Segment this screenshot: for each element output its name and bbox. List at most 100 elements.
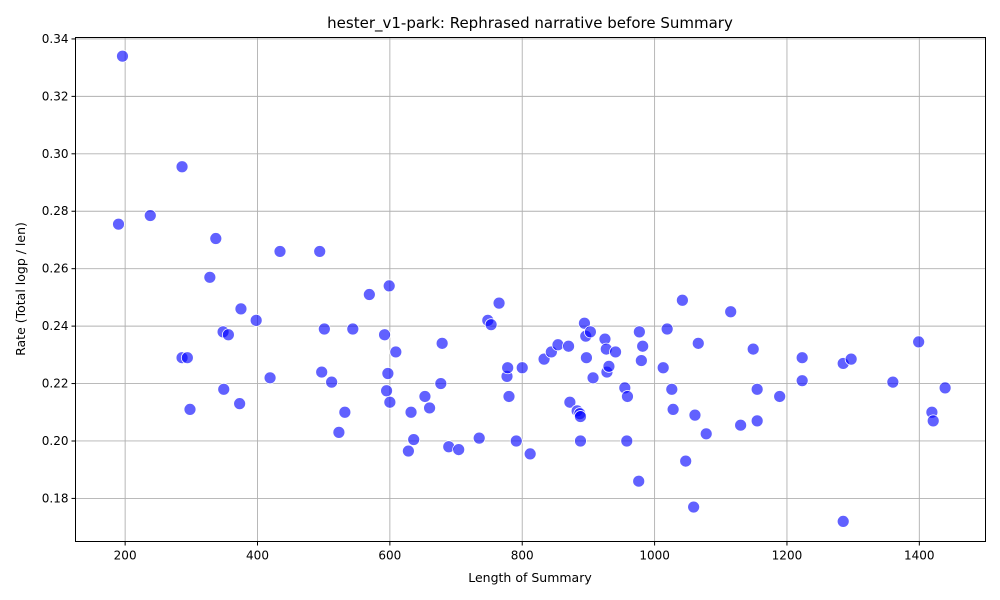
data-point — [407, 433, 421, 446]
data-point — [452, 443, 466, 457]
data-point — [665, 382, 679, 396]
data-point — [418, 390, 432, 403]
chart-title: hester_v1-park: Rephrased narrative befo… — [327, 14, 733, 33]
data-point — [750, 414, 764, 428]
data-point — [632, 474, 646, 488]
data-point — [502, 390, 516, 403]
data-point — [620, 434, 634, 448]
data-point — [380, 384, 393, 398]
data-point — [675, 293, 689, 307]
grid — [75, 37, 986, 542]
x-tick-label: 400 — [246, 549, 269, 563]
data-point — [346, 322, 360, 336]
data-point — [338, 405, 352, 419]
data-point — [621, 390, 634, 403]
y-tick-label: 0.30 — [42, 147, 69, 161]
data-point — [435, 336, 449, 350]
data-point — [583, 325, 597, 339]
data-point — [795, 351, 809, 365]
data-point — [609, 345, 622, 359]
data-point — [634, 354, 648, 367]
data-point — [315, 365, 329, 379]
y-tick-label: 0.34 — [42, 32, 69, 46]
data-point — [688, 408, 702, 422]
data-point — [484, 318, 498, 332]
data-point — [401, 444, 415, 458]
data-point — [574, 434, 587, 448]
data-point — [912, 335, 926, 349]
data-point — [325, 375, 339, 389]
data-point — [523, 447, 537, 461]
data-point — [515, 361, 529, 375]
data-point — [183, 402, 197, 416]
data-point — [234, 302, 248, 316]
plot-frame — [75, 37, 986, 542]
y-tick-label: 0.20 — [42, 434, 69, 448]
data-point — [501, 361, 515, 375]
data-point — [746, 342, 760, 356]
data-point — [551, 338, 565, 352]
data-point — [180, 351, 194, 365]
data-point — [175, 160, 189, 174]
data-point — [580, 351, 593, 365]
x-axis-label: Length of Summary — [468, 570, 592, 585]
data-point — [886, 375, 900, 389]
data-point — [724, 305, 738, 319]
data-point — [666, 402, 680, 416]
data-point — [656, 361, 670, 375]
data-point — [636, 339, 650, 353]
data-point — [313, 245, 327, 258]
x-tick-label: 800 — [511, 549, 534, 563]
data-point — [679, 454, 693, 468]
data-point — [249, 313, 263, 327]
data-points — [112, 49, 952, 528]
data-point — [233, 397, 247, 411]
data-point — [844, 352, 858, 366]
data-point — [378, 328, 391, 342]
y-tick-label: 0.18 — [42, 491, 69, 505]
data-point — [317, 322, 331, 336]
x-tick-label: 200 — [114, 549, 137, 563]
data-point — [836, 514, 850, 528]
data-point — [562, 339, 575, 353]
data-point — [632, 325, 646, 339]
data-point — [472, 431, 486, 445]
data-point — [687, 500, 701, 514]
data-point — [660, 322, 674, 336]
x-tick-label: 600 — [378, 549, 401, 563]
data-point — [209, 232, 223, 245]
data-point — [586, 371, 600, 385]
data-point — [773, 390, 787, 403]
y-tick-label: 0.32 — [42, 89, 69, 103]
data-point — [383, 395, 397, 409]
data-point — [602, 359, 616, 373]
data-point — [691, 336, 705, 350]
data-point — [116, 49, 129, 63]
y-tick-label: 0.28 — [42, 204, 69, 218]
data-point — [362, 288, 376, 301]
data-point — [273, 245, 287, 258]
data-point — [263, 371, 277, 385]
data-point — [492, 296, 506, 310]
data-point — [434, 377, 448, 390]
data-point — [795, 374, 809, 388]
data-point — [574, 410, 587, 423]
data-point — [404, 405, 418, 419]
data-point — [734, 418, 748, 432]
y-tick-label: 0.26 — [42, 262, 69, 276]
data-point — [509, 434, 523, 448]
axis-ticks: 200 400 600 800 1000 1200 1400 0.18 0.20 0.22 0.24… — [42, 32, 935, 563]
data-point — [221, 328, 235, 342]
data-point — [332, 425, 346, 439]
data-point — [699, 427, 713, 441]
y-tick-label: 0.22 — [42, 377, 69, 391]
data-point — [750, 382, 764, 396]
data-point — [389, 345, 403, 359]
data-point — [938, 381, 952, 395]
data-point — [217, 382, 231, 396]
data-point — [423, 401, 436, 415]
data-point — [203, 270, 217, 284]
y-axis-label: Rate (Total logp / len) — [13, 222, 28, 356]
data-point — [382, 279, 396, 293]
